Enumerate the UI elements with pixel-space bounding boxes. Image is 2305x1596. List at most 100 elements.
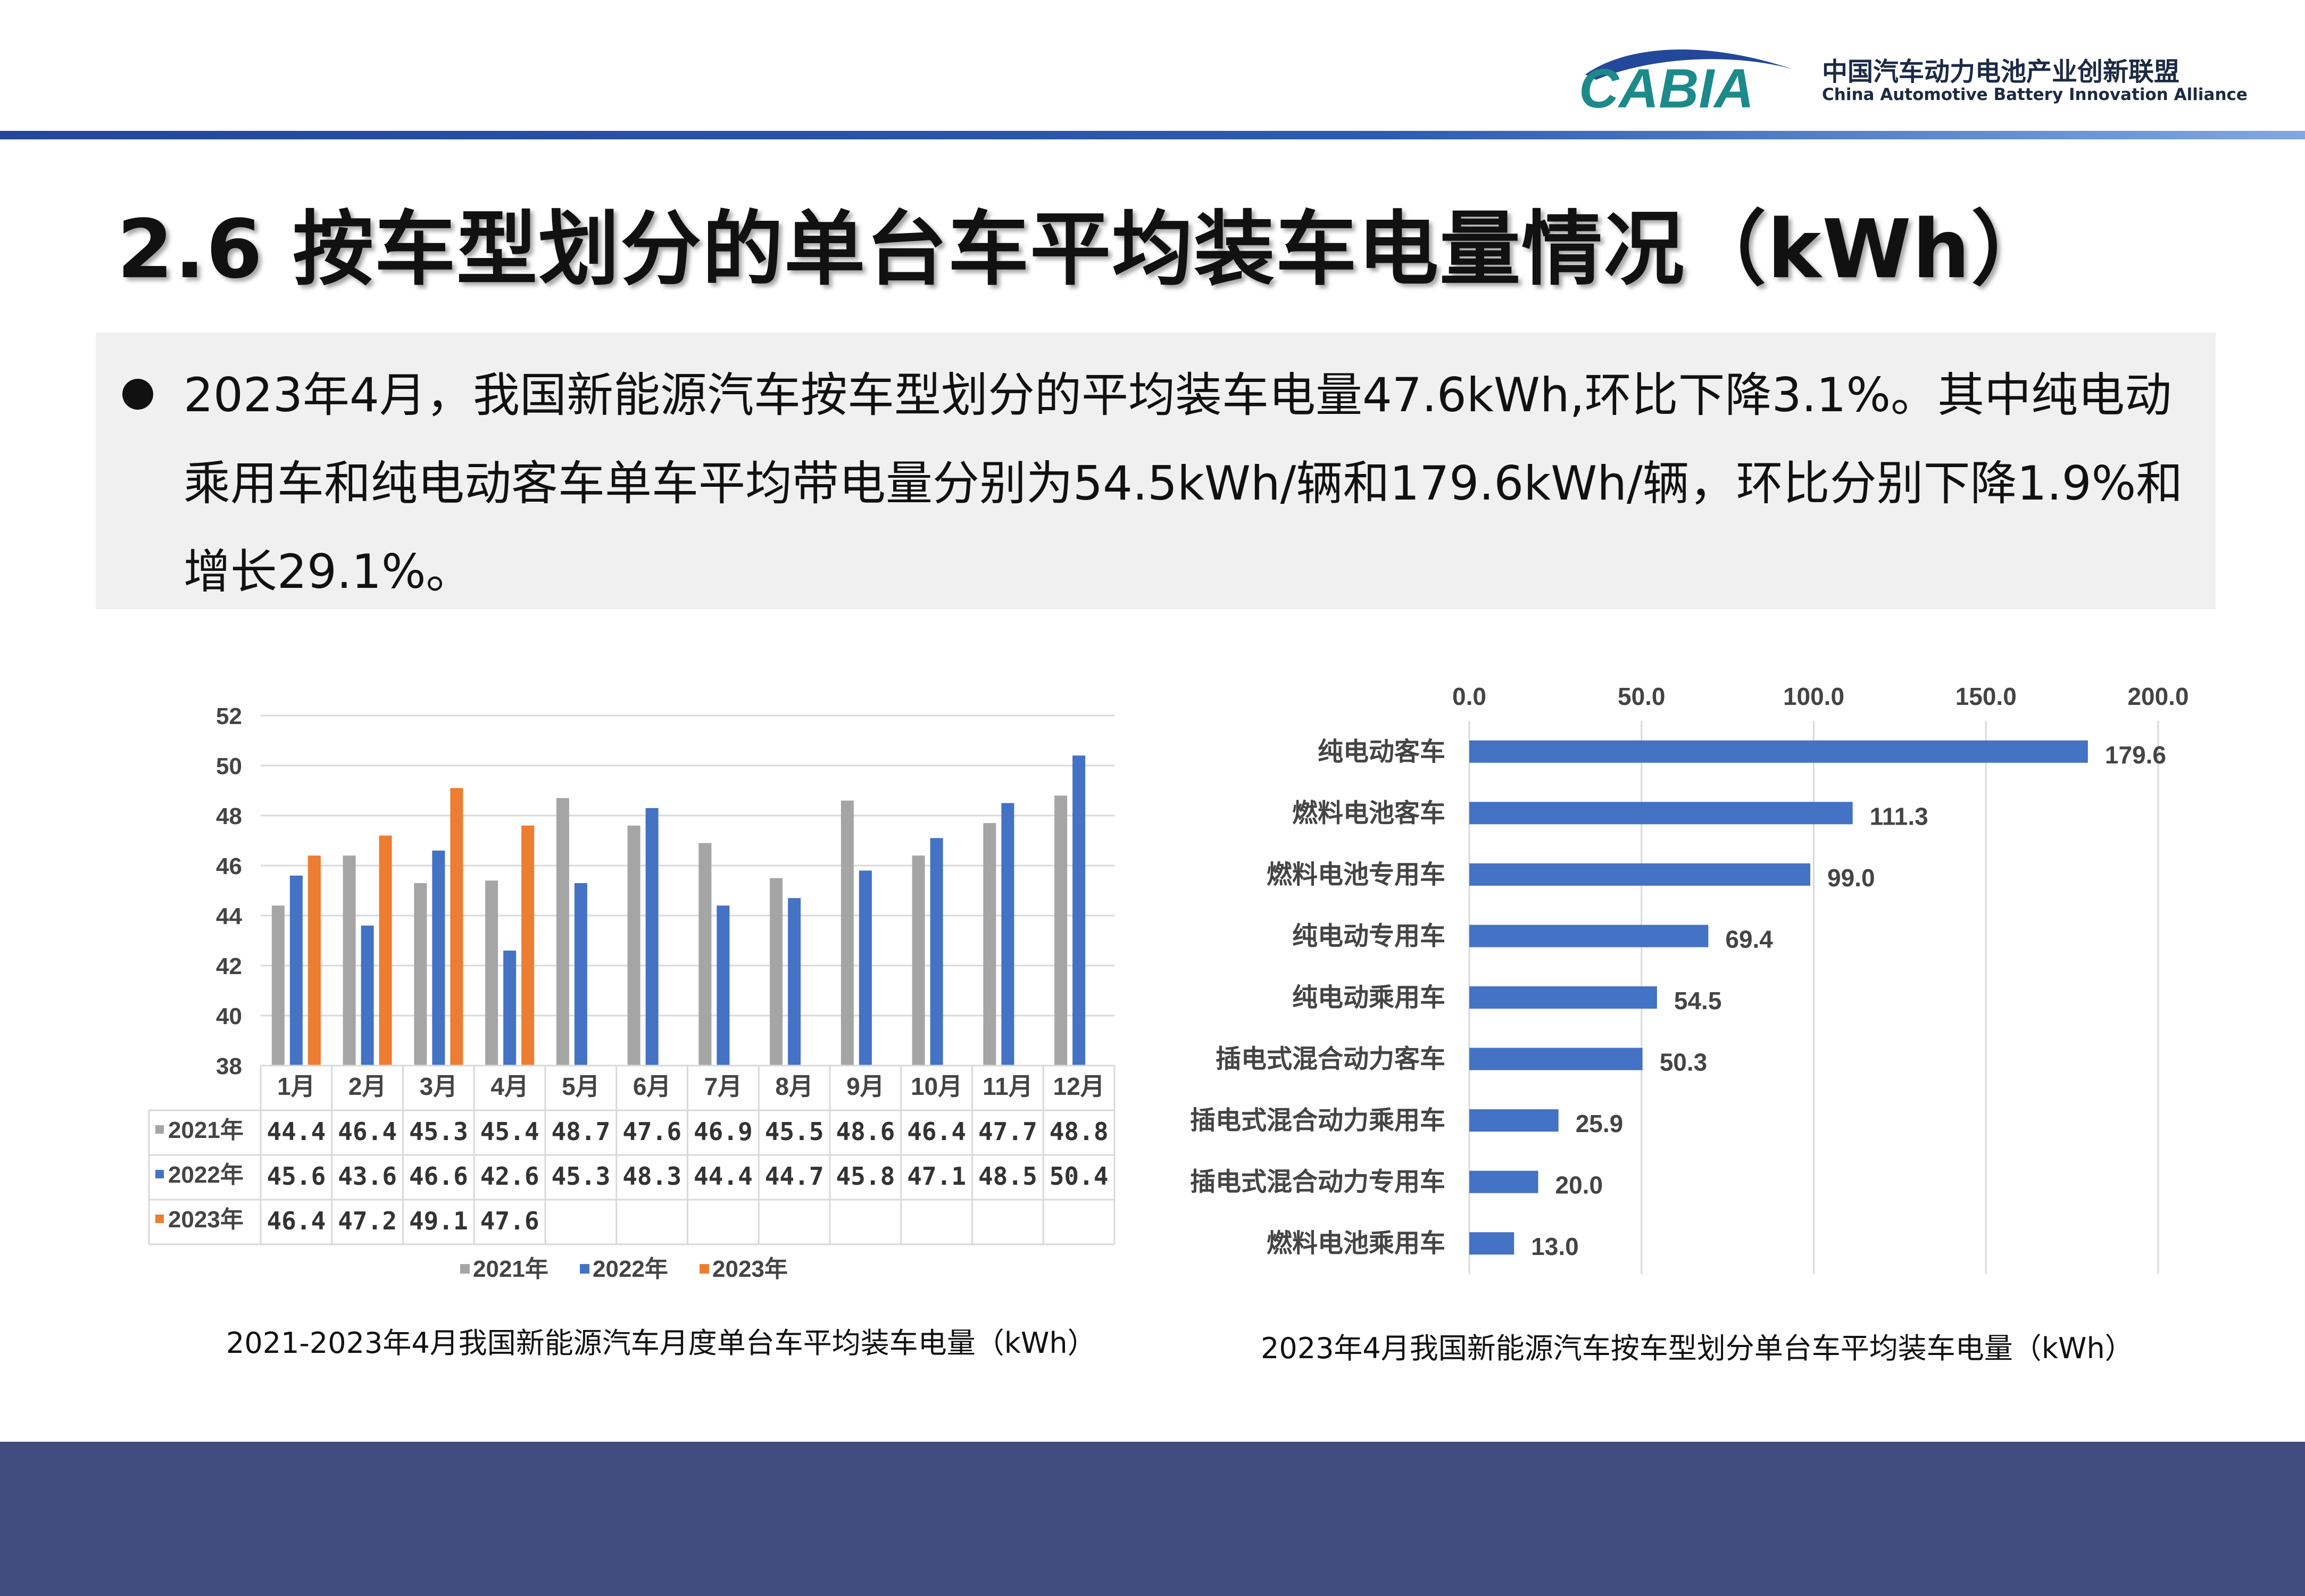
table-value: 45.8 bbox=[836, 1162, 895, 1191]
x-category-label: 12月 bbox=[1053, 1073, 1105, 1100]
table-series-label: 2022年 bbox=[168, 1162, 244, 1188]
y-tick-label: 44 bbox=[216, 903, 242, 929]
cabia-logo: CABIA bbox=[1579, 49, 1793, 117]
bar-纯电动客车 bbox=[1469, 740, 2088, 763]
table-value: 46.4 bbox=[338, 1117, 397, 1146]
bar-2022年-11月 bbox=[1001, 803, 1014, 1066]
table-value: 47.6 bbox=[480, 1207, 539, 1235]
table-value: 43.6 bbox=[338, 1162, 397, 1191]
table-value: 46.4 bbox=[907, 1117, 966, 1146]
x-category-label: 7月 bbox=[704, 1073, 743, 1100]
data-label: 50.3 bbox=[1660, 1049, 1708, 1076]
data-label: 179.6 bbox=[2105, 741, 2166, 769]
data-label: 111.3 bbox=[1870, 802, 1928, 830]
category-label: 纯电动客车 bbox=[1318, 738, 1445, 766]
category-label: 纯电动乘用车 bbox=[1292, 984, 1445, 1012]
summary-box bbox=[96, 332, 2216, 609]
table-value: 44.7 bbox=[765, 1162, 824, 1191]
bar-2022年-1月 bbox=[289, 875, 303, 1066]
bar-2022年-3月 bbox=[432, 850, 445, 1066]
bar-燃料电池客车 bbox=[1469, 802, 1853, 825]
bar-2022年-12月 bbox=[1072, 755, 1086, 1066]
x-tick-label: 100.0 bbox=[1783, 683, 1844, 710]
category-label: 插电式混合动力客车 bbox=[1216, 1045, 1445, 1074]
y-tick-label: 40 bbox=[216, 1003, 242, 1029]
y-tick-label: 42 bbox=[216, 953, 242, 979]
bar-2023年-3月 bbox=[450, 788, 463, 1066]
page-title: 2.6 按车型划分的单台车平均装车电量情况（kWh） bbox=[117, 202, 2053, 296]
table-value: 45.4 bbox=[480, 1117, 539, 1146]
table-value: 44.4 bbox=[267, 1117, 326, 1146]
table-series-label: 2021年 bbox=[168, 1117, 244, 1143]
bar-2021年-2月 bbox=[343, 855, 356, 1066]
x-tick-label: 0.0 bbox=[1452, 683, 1486, 710]
legend-key bbox=[580, 1264, 589, 1274]
table-value: 45.6 bbox=[267, 1162, 326, 1191]
bar-插电式混合动力客车 bbox=[1469, 1048, 1643, 1070]
x-category-label: 4月 bbox=[490, 1073, 529, 1100]
y-tick-label: 52 bbox=[216, 703, 242, 729]
x-category-label: 3月 bbox=[420, 1073, 458, 1100]
bar-插电式混合动力乘用车 bbox=[1469, 1109, 1559, 1132]
legend-key bbox=[460, 1264, 470, 1274]
x-category-label: 8月 bbox=[775, 1073, 813, 1100]
table-value: 47.7 bbox=[978, 1117, 1037, 1146]
table-value: 42.6 bbox=[480, 1162, 539, 1191]
table-value: 49.1 bbox=[409, 1207, 468, 1235]
category-label: 燃料电池客车 bbox=[1292, 799, 1445, 827]
bar-2021年-12月 bbox=[1054, 795, 1068, 1066]
chart1-caption: 2021-2023年4月我国新能源汽车月度单台车平均装车电量（kWh） bbox=[226, 1326, 1096, 1360]
svg-text:CABIA: CABIA bbox=[1579, 58, 1754, 117]
table-value: 46.4 bbox=[267, 1207, 326, 1235]
table-legend-key bbox=[155, 1170, 164, 1178]
table-value: 48.3 bbox=[622, 1162, 681, 1191]
x-tick-label: 200.0 bbox=[2127, 683, 2188, 710]
table-value: 45.3 bbox=[409, 1117, 468, 1146]
x-category-label: 10月 bbox=[911, 1073, 962, 1100]
x-tick-label: 50.0 bbox=[1618, 683, 1666, 710]
chart2-caption: 2023年4月我国新能源汽车按车型划分单台车平均装车电量（kWh） bbox=[1261, 1332, 2134, 1365]
header-divider bbox=[0, 131, 2305, 139]
x-tick-label: 150.0 bbox=[1955, 683, 2017, 710]
data-label: 99.0 bbox=[1827, 864, 1875, 892]
table-legend-key bbox=[155, 1125, 164, 1134]
bar-2022年-2月 bbox=[361, 925, 374, 1066]
legend-label: 2022年 bbox=[593, 1256, 668, 1282]
bar-2022年-8月 bbox=[788, 898, 801, 1066]
category-label: 燃料电池乘用车 bbox=[1267, 1229, 1445, 1258]
bar-2023年-1月 bbox=[307, 855, 321, 1066]
bar-纯电动专用车 bbox=[1469, 925, 1709, 947]
table-value: 48.8 bbox=[1050, 1117, 1109, 1146]
table-value: 44.4 bbox=[694, 1162, 753, 1191]
x-category-label: 11月 bbox=[983, 1073, 1033, 1100]
table-value: 48.5 bbox=[978, 1162, 1037, 1191]
bar-2021年-5月 bbox=[556, 798, 569, 1066]
bar-2021年-6月 bbox=[627, 825, 640, 1066]
bar-2022年-9月 bbox=[859, 870, 872, 1066]
bar-燃料电池专用车 bbox=[1469, 863, 1811, 886]
data-label: 13.0 bbox=[1531, 1233, 1579, 1260]
category-label: 纯电动专用车 bbox=[1292, 922, 1445, 950]
bar-2022年-6月 bbox=[645, 808, 659, 1066]
monthly-average-chart: 38 40 42 44 46 48 50 52 1月 2月 3月 4月 5月 6月 7月 8月 9月 10月 11月… bbox=[148, 703, 1116, 1282]
table-value: 47.6 bbox=[622, 1117, 681, 1146]
bar-2021年-8月 bbox=[770, 878, 783, 1066]
table-value: 46.6 bbox=[409, 1162, 468, 1191]
bar-2021年-1月 bbox=[271, 905, 285, 1066]
vehicle-type-chart: 0.0 50.0 100.0 150.0 200.0 纯电动客车 179.6 燃料电池客车 11… bbox=[1190, 683, 2189, 1274]
category-label: 插电式混合动力专用车 bbox=[1190, 1168, 1445, 1196]
table-value: 47.2 bbox=[338, 1207, 397, 1235]
x-category-label: 6月 bbox=[633, 1073, 671, 1100]
bar-2022年-7月 bbox=[717, 905, 730, 1066]
y-tick-label: 50 bbox=[216, 753, 242, 779]
table-value: 50.4 bbox=[1050, 1162, 1109, 1191]
bar-2021年-7月 bbox=[698, 843, 712, 1066]
category-label: 插电式混合动力乘用车 bbox=[1190, 1107, 1445, 1135]
x-category-label: 5月 bbox=[562, 1073, 600, 1100]
x-category-label: 9月 bbox=[846, 1073, 885, 1100]
table-value: 46.9 bbox=[694, 1117, 753, 1146]
bar-2023年-4月 bbox=[521, 825, 535, 1066]
data-label: 69.4 bbox=[1725, 925, 1773, 953]
bar-2021年-4月 bbox=[485, 880, 498, 1066]
x-category-label: 1月 bbox=[277, 1073, 315, 1100]
